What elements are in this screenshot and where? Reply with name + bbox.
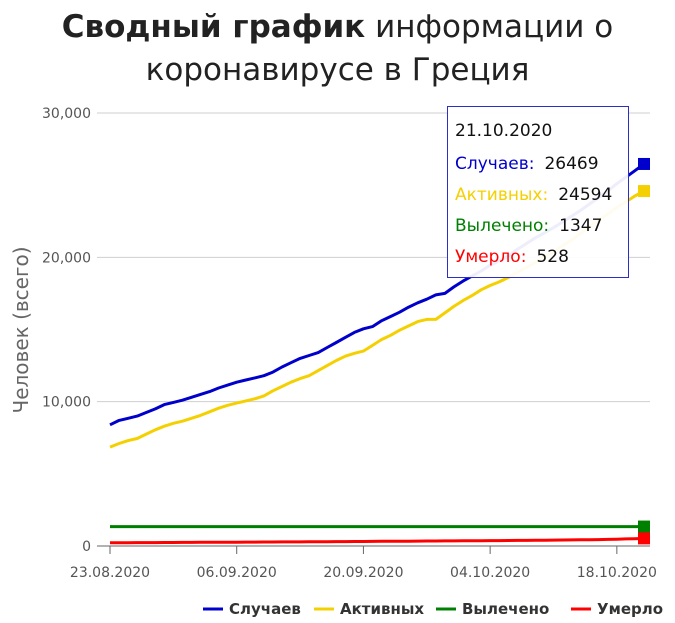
x-axis-ticks: 23.08.2020 06.09.2020 20.09.2020 04.10.2020… [70, 546, 657, 581]
series-end-marker-4 [638, 532, 650, 545]
y-tick-label: 10,000 [42, 395, 91, 411]
chart-title-rest: информации о коронавирусе в Греция [145, 9, 614, 88]
series-end-marker-3 [638, 520, 650, 533]
legend-label[interactable]: Активных [340, 600, 424, 618]
legend-label[interactable]: Вылечено [462, 600, 549, 618]
tooltip-row-value: 1347 [559, 216, 603, 236]
x-tick-label: 23.08.2020 [70, 565, 150, 581]
tooltip: 21.10.2020 Случаев: 26469 Активных: 24594 Вы… [447, 106, 629, 278]
legend-label[interactable]: Умерло [597, 600, 663, 618]
y-tick-label: 0 [82, 539, 91, 555]
tooltip-row: Активных: 24594 [455, 185, 612, 205]
tooltip-row-label: Активных: [455, 185, 549, 205]
tooltip-row-label: Случаев: [455, 154, 535, 174]
x-tick-label: 06.09.2020 [197, 565, 277, 581]
y-tick-label: 30,000 [42, 106, 91, 122]
tooltip-date: 21.10.2020 [455, 121, 553, 141]
tooltip-row-label: Вылечено: [455, 216, 550, 236]
series-end-marker-2 [638, 185, 650, 198]
x-tick-label: 04.10.2020 [450, 565, 530, 581]
tooltip-row-value: 528 [536, 247, 569, 267]
legend: Случаев Активных Вылечено Умерло [203, 600, 663, 618]
tooltip-row: Случаев: 26469 [455, 154, 599, 174]
tooltip-row: Умерло: 528 [455, 247, 569, 267]
y-axis-label: Человек (всего) [9, 246, 33, 413]
end-markers [638, 157, 650, 545]
tooltip-row-label: Умерло: [455, 247, 527, 267]
chart-title: Сводный график информации о коронавирусе… [0, 6, 675, 92]
legend-label[interactable]: Случаев [229, 600, 301, 618]
x-tick-label: 20.09.2020 [323, 565, 403, 581]
tooltip-row-value: 26469 [544, 154, 599, 174]
x-tick-label: 18.10.2020 [577, 565, 657, 581]
series-line-4 [110, 536, 645, 545]
y-axis-ticks: 0 10,000 20,000 30,000 [42, 106, 91, 555]
y-tick-label: 20,000 [42, 250, 91, 266]
tooltip-row: Вылечено: 1347 [455, 216, 602, 236]
chart-title-bold: Сводный график [61, 9, 366, 45]
series-end-marker-1 [638, 157, 650, 170]
tooltip-row-value: 24594 [558, 185, 613, 205]
